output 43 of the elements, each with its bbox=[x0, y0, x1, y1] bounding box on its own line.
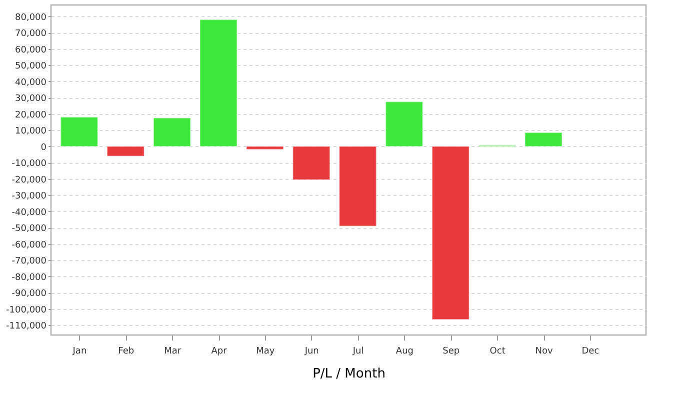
bar bbox=[385, 101, 424, 147]
bar bbox=[153, 117, 192, 147]
bar bbox=[106, 146, 145, 157]
y-tick-label: 50,000 bbox=[15, 62, 47, 72]
x-tick-label: Mar bbox=[164, 346, 182, 356]
y-tick-label: 80,000 bbox=[15, 12, 47, 23]
x-tick-label: Apr bbox=[211, 346, 228, 356]
x-tick-label: Dec bbox=[582, 346, 600, 356]
bar bbox=[60, 116, 98, 147]
y-tick-label: -30,000 bbox=[12, 192, 47, 202]
bar bbox=[524, 132, 562, 147]
x-axis-title: P/L / Month bbox=[312, 366, 386, 382]
bar bbox=[246, 146, 284, 150]
y-tick-label: 20,000 bbox=[15, 110, 47, 120]
x-tick-label: Jun bbox=[304, 346, 319, 356]
y-tick-label: -80,000 bbox=[12, 272, 47, 283]
x-tick-label: Jul bbox=[352, 346, 364, 356]
y-tick-label: -10,000 bbox=[12, 159, 47, 170]
x-tick-label: May bbox=[256, 346, 276, 356]
x-tick-label: Nov bbox=[535, 346, 554, 356]
y-tick-label: 0 bbox=[40, 142, 47, 153]
y-tick-label: 30,000 bbox=[15, 94, 47, 104]
x-tick-label: Jan bbox=[72, 346, 87, 356]
bar bbox=[432, 146, 470, 320]
y-tick-label: -40,000 bbox=[12, 208, 47, 218]
y-tick-label: 10,000 bbox=[15, 126, 47, 137]
x-tick-label: Sep bbox=[442, 346, 460, 356]
y-tick-label: 60,000 bbox=[15, 45, 47, 56]
y-tick-label: -60,000 bbox=[12, 240, 47, 250]
y-tick-label: -110,000 bbox=[6, 322, 47, 332]
x-tick-label: Oct bbox=[490, 346, 506, 356]
x-tick-label: Feb bbox=[118, 346, 134, 356]
y-tick-label: -70,000 bbox=[12, 256, 47, 267]
bar bbox=[338, 146, 377, 227]
bar bbox=[292, 146, 330, 180]
y-tick-label: -90,000 bbox=[12, 289, 47, 300]
x-tick-label: Aug bbox=[396, 346, 414, 356]
y-tick-label: 70,000 bbox=[15, 29, 47, 40]
y-tick-label: -50,000 bbox=[12, 224, 47, 234]
bar bbox=[200, 19, 238, 147]
y-tick-label: -20,000 bbox=[12, 175, 47, 186]
y-tick-label: 40,000 bbox=[15, 78, 47, 88]
y-tick-label: -100,000 bbox=[6, 305, 47, 316]
